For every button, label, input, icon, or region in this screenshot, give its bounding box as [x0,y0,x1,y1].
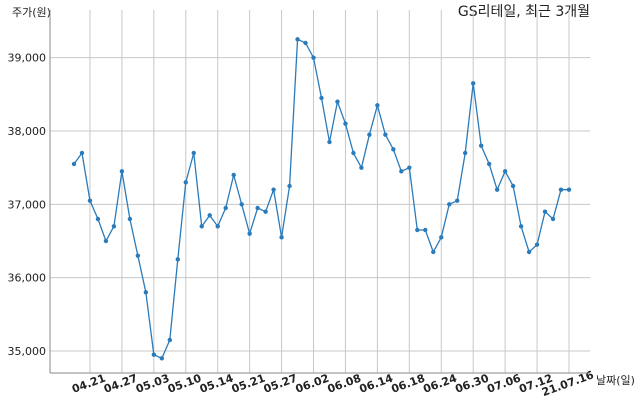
x-axis-label: 날짜(일) [596,373,635,387]
data-point [183,180,188,185]
data-point [359,165,364,170]
data-point [287,183,292,189]
data-point [255,205,260,211]
data-point [111,224,117,229]
y-tick-label: 38,000 [8,125,47,138]
data-point [431,249,436,255]
data-point [247,231,252,236]
data-point [135,253,141,258]
data-point [478,143,484,148]
data-point [303,40,308,46]
y-tick-label: 35,000 [8,345,47,358]
data-point [223,205,228,211]
data-point [486,161,492,167]
data-point [399,169,404,174]
data-point [463,150,468,156]
data-point [271,187,276,192]
data-point [295,37,300,42]
data-point [343,121,348,126]
data-point [534,242,540,247]
y-axis-label: 주가(원) [12,6,51,19]
data-point [207,213,212,218]
data-point [351,150,356,156]
data-point [391,147,396,152]
data-point [215,224,220,229]
data-point [103,238,109,244]
y-tick-label: 39,000 [8,52,47,65]
y-tick-label: 37,000 [8,198,47,211]
data-point [279,235,284,240]
data-point [423,227,428,233]
data-point [231,172,236,178]
data-point [119,169,125,174]
data-point [263,209,268,214]
data-point [175,257,180,262]
data-point [407,165,412,170]
data-point [199,224,204,229]
data-point [151,352,157,357]
chart-title: GS리테일, 최근 3개월 [458,4,590,20]
data-point [455,198,460,203]
data-point [510,183,516,189]
y-tick-label: 36,000 [8,272,47,285]
data-point [447,202,452,207]
data-point [95,216,101,222]
data-point [239,202,244,207]
data-point [143,290,149,295]
data-point [550,216,556,222]
data-point [159,356,165,361]
data-point [526,249,532,255]
data-point [167,337,173,343]
data-point [383,132,388,137]
data-point [127,216,133,222]
data-point [439,235,444,240]
data-point [311,55,316,60]
data-point [415,227,420,233]
data-point [494,187,500,192]
data-point [319,95,324,101]
data-point [327,139,332,145]
data-point [335,99,340,104]
data-point [502,169,508,174]
data-point [71,161,77,167]
data-point [375,103,380,108]
data-point [191,150,196,156]
data-point [79,150,85,156]
data-point [470,81,476,86]
data-point [566,187,572,192]
price-line [73,38,569,360]
data-point [558,187,564,192]
data-point [542,209,548,214]
data-point [518,224,524,229]
data-point [87,198,93,203]
data-point [367,132,372,137]
